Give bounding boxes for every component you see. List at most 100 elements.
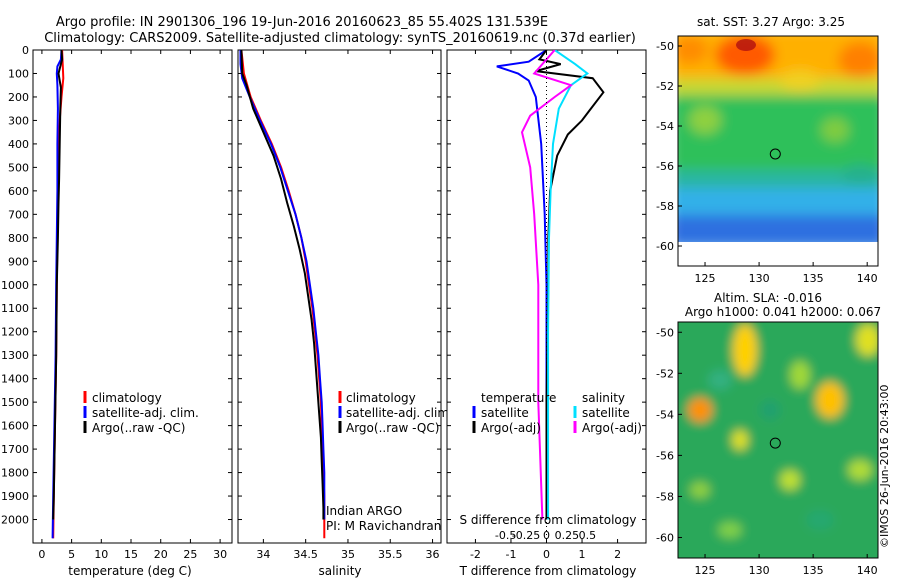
salinity-legend: climatology satellite-adj. clim. Argo(..…	[338, 391, 453, 435]
x-tick-label-s: 0.25	[555, 529, 580, 542]
map-y-tick-label: -52	[656, 80, 674, 93]
x-tick-label: 0	[543, 548, 550, 561]
legend-label-t-satellite: satellite	[481, 406, 529, 420]
legend-label-satellite: satellite-adj. clim.	[92, 406, 199, 420]
difference-legend: temperature satellite Argo(-adj) salinit…	[472, 391, 642, 435]
y-tick-label: 300	[8, 114, 29, 127]
legend-label-climatology: climatology	[92, 391, 162, 405]
map-y-tick-label: -56	[656, 160, 674, 173]
x-tick-label: 2	[614, 548, 621, 561]
sla-map-field	[678, 322, 878, 558]
map-x-tick-label: 140	[857, 564, 878, 577]
x-tick-label-s: 0	[543, 529, 550, 542]
sst-map-field	[678, 36, 878, 242]
map-x-tick-label: 130	[749, 564, 770, 577]
difference-xlabel: T difference from climatology	[459, 564, 637, 578]
sst-map-frame	[677, 35, 879, 267]
map-x-tick-label: 125	[695, 272, 716, 285]
map-x-tick-label: 135	[803, 272, 824, 285]
y-tick-label: 700	[8, 208, 29, 221]
y-tick-label: 1600	[1, 420, 29, 433]
difference-x-axis: -2 -1 0 1 2 -0.5-0.25 0 0.25 0.5	[470, 50, 621, 561]
difference-panel: -2 -1 0 1 2 -0.5-0.25 0 0.25 0.5 S difference fr…	[446, 49, 647, 578]
x-tick-label: 1	[579, 548, 586, 561]
sla-map-frame	[677, 321, 879, 559]
difference-xlabel-top: S difference from climatology	[460, 513, 637, 527]
y-tick-label: 2000	[1, 514, 29, 527]
x-tick-label: 10	[94, 548, 108, 561]
series-line-t-satellite	[496, 50, 548, 520]
x-tick-label: -2	[470, 548, 481, 561]
legend-label-argo: Argo(..raw -QC)	[346, 421, 439, 435]
x-tick-label-s: 0.5	[579, 529, 597, 542]
x-tick-label-s: -0.5	[495, 529, 516, 542]
map-y-tick-label: -60	[656, 531, 674, 544]
y-tick-label: 400	[8, 138, 29, 151]
y-tick-label: 1300	[1, 349, 29, 362]
x-tick-label: 0	[38, 548, 45, 561]
x-tick-label: 15	[124, 548, 138, 561]
map-x-tick-label: 125	[695, 564, 716, 577]
x-tick-label: 20	[154, 548, 168, 561]
x-tick-label: 36	[426, 548, 440, 561]
y-tick-label: 600	[8, 185, 29, 198]
y-tick-label: 1900	[1, 490, 29, 503]
map-y-tick-label: -56	[656, 449, 674, 462]
x-tick-label: -1	[505, 548, 516, 561]
sla-argo-location-marker	[769, 437, 781, 449]
temperature-axes-frame	[32, 49, 233, 544]
salinity-series	[239, 50, 326, 539]
y-tick-label: 1100	[1, 302, 29, 315]
series-line-satellite-adj-clim-	[239, 50, 326, 520]
sla-map-panel: Altim. SLA: -0.016 Argo h1000: 0.041 h20…	[656, 291, 881, 577]
figure-title-line2: Climatology: CARS2009. Satellite-adjuste…	[44, 31, 636, 46]
x-tick-label: 35	[341, 548, 355, 561]
map-x-tick-label: 135	[803, 564, 824, 577]
map-y-tick-label: -52	[656, 367, 674, 380]
x-tick-label: 30	[213, 548, 227, 561]
map-x-tick-label: 140	[857, 272, 878, 285]
x-tick-label: 35.5	[378, 548, 403, 561]
sla-map-axes: 125 130 135 140 -50 -52 -54 -56 -58 -60	[656, 326, 878, 577]
series-line-argo-raw-qc-	[240, 50, 325, 520]
legend-label-climatology: climatology	[346, 391, 416, 405]
salinity-y-ticks	[238, 49, 441, 521]
x-tick-label: 34	[256, 548, 270, 561]
y-tick-label: 1500	[1, 396, 29, 409]
x-tick-label: 5	[68, 548, 75, 561]
difference-y-ticks	[447, 49, 646, 521]
map-y-tick-label: -54	[656, 120, 674, 133]
sla-map-title-line2: Argo h1000: 0.041 h2000: 0.067	[685, 305, 881, 319]
y-tick-label: 1000	[1, 279, 29, 292]
sst-map-panel: sat. SST: 3.27 Argo: 3.25 125	[656, 15, 879, 285]
x-tick-label: 25	[183, 548, 197, 561]
y-tick-label: 200	[8, 91, 29, 104]
annotation-pi: PI: M Ravichandran	[326, 519, 441, 533]
annotation-program: Indian ARGO	[326, 504, 402, 518]
sla-map-title-line1: Altim. SLA: -0.016	[714, 291, 822, 305]
temperature-panel: 0100200300400500600700800900100011001200…	[1, 44, 233, 578]
legend-label-t-argo: Argo(-adj)	[481, 421, 541, 435]
legend-label-s-satellite: satellite	[582, 406, 630, 420]
legend-title-salinity: salinity	[582, 391, 625, 405]
y-tick-label: 900	[8, 255, 29, 268]
y-tick-label: 1200	[1, 326, 29, 339]
temperature-legend: climatology satellite-adj. clim. Argo(..…	[83, 391, 199, 435]
salinity-axes-frame	[237, 49, 442, 544]
series-line-s-satellite	[547, 50, 590, 520]
y-tick-label: 500	[8, 161, 29, 174]
series-line-s-argo-adj-	[520, 50, 574, 520]
footer-timestamp: ©IMOS 26-Jun-2016 20:43:00	[878, 384, 891, 548]
map-y-tick-label: -58	[656, 200, 674, 213]
salinity-panel: 34 34.5 35 35.5 36 salinity climatology sate…	[237, 49, 453, 578]
salinity-x-axis: 34 34.5 35 35.5 36	[256, 50, 440, 561]
temperature-xlabel: temperature (deg C)	[68, 564, 191, 578]
x-tick-label: 34.5	[293, 548, 318, 561]
legend-title-temperature: temperature	[481, 391, 556, 405]
salinity-xlabel: salinity	[318, 564, 361, 578]
y-tick-label: 1700	[1, 443, 29, 456]
map-y-tick-label: -60	[656, 240, 674, 253]
map-y-tick-label: -58	[656, 490, 674, 503]
y-tick-label: 1400	[1, 373, 29, 386]
